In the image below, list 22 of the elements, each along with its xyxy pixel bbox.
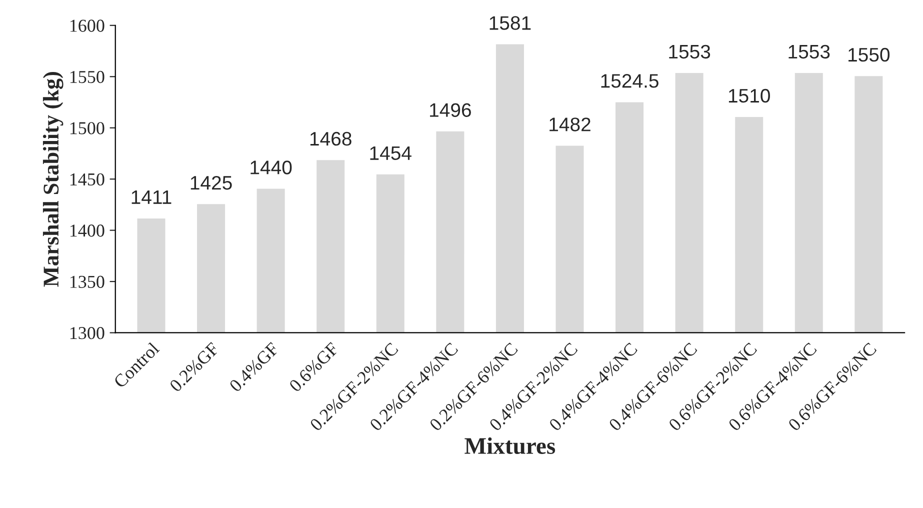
data-label: 1440 [250, 160, 292, 174]
y-tick-label: 1550 [70, 70, 104, 84]
y-tick-label: 1350 [70, 276, 104, 288]
data-label: 1553 [669, 44, 710, 59]
data-label: 1411 [132, 190, 172, 204]
data-label: 1524.5 [601, 74, 658, 88]
y-tick-label: 1300 [70, 326, 104, 340]
data-label: 1425 [190, 176, 232, 190]
y-tick-label: 1450 [70, 173, 104, 186]
y-tick-label: 1600 [70, 20, 104, 32]
data-label: 1482 [550, 118, 590, 132]
data-label: 1550 [848, 48, 890, 62]
data-label: 1510 [728, 88, 770, 103]
data-label: 1468 [310, 132, 352, 146]
y-tick-label: 1500 [70, 122, 104, 134]
x-axis-title: Mixtures [464, 437, 556, 454]
data-label: 1496 [430, 103, 471, 117]
data-label: 1553 [788, 44, 830, 59]
data-label: 1581 [490, 16, 531, 30]
data-label: 1454 [370, 146, 412, 160]
y-tick-label: 1400 [70, 224, 104, 237]
y-axis-title: Marshall Stability (kg) [42, 72, 64, 287]
